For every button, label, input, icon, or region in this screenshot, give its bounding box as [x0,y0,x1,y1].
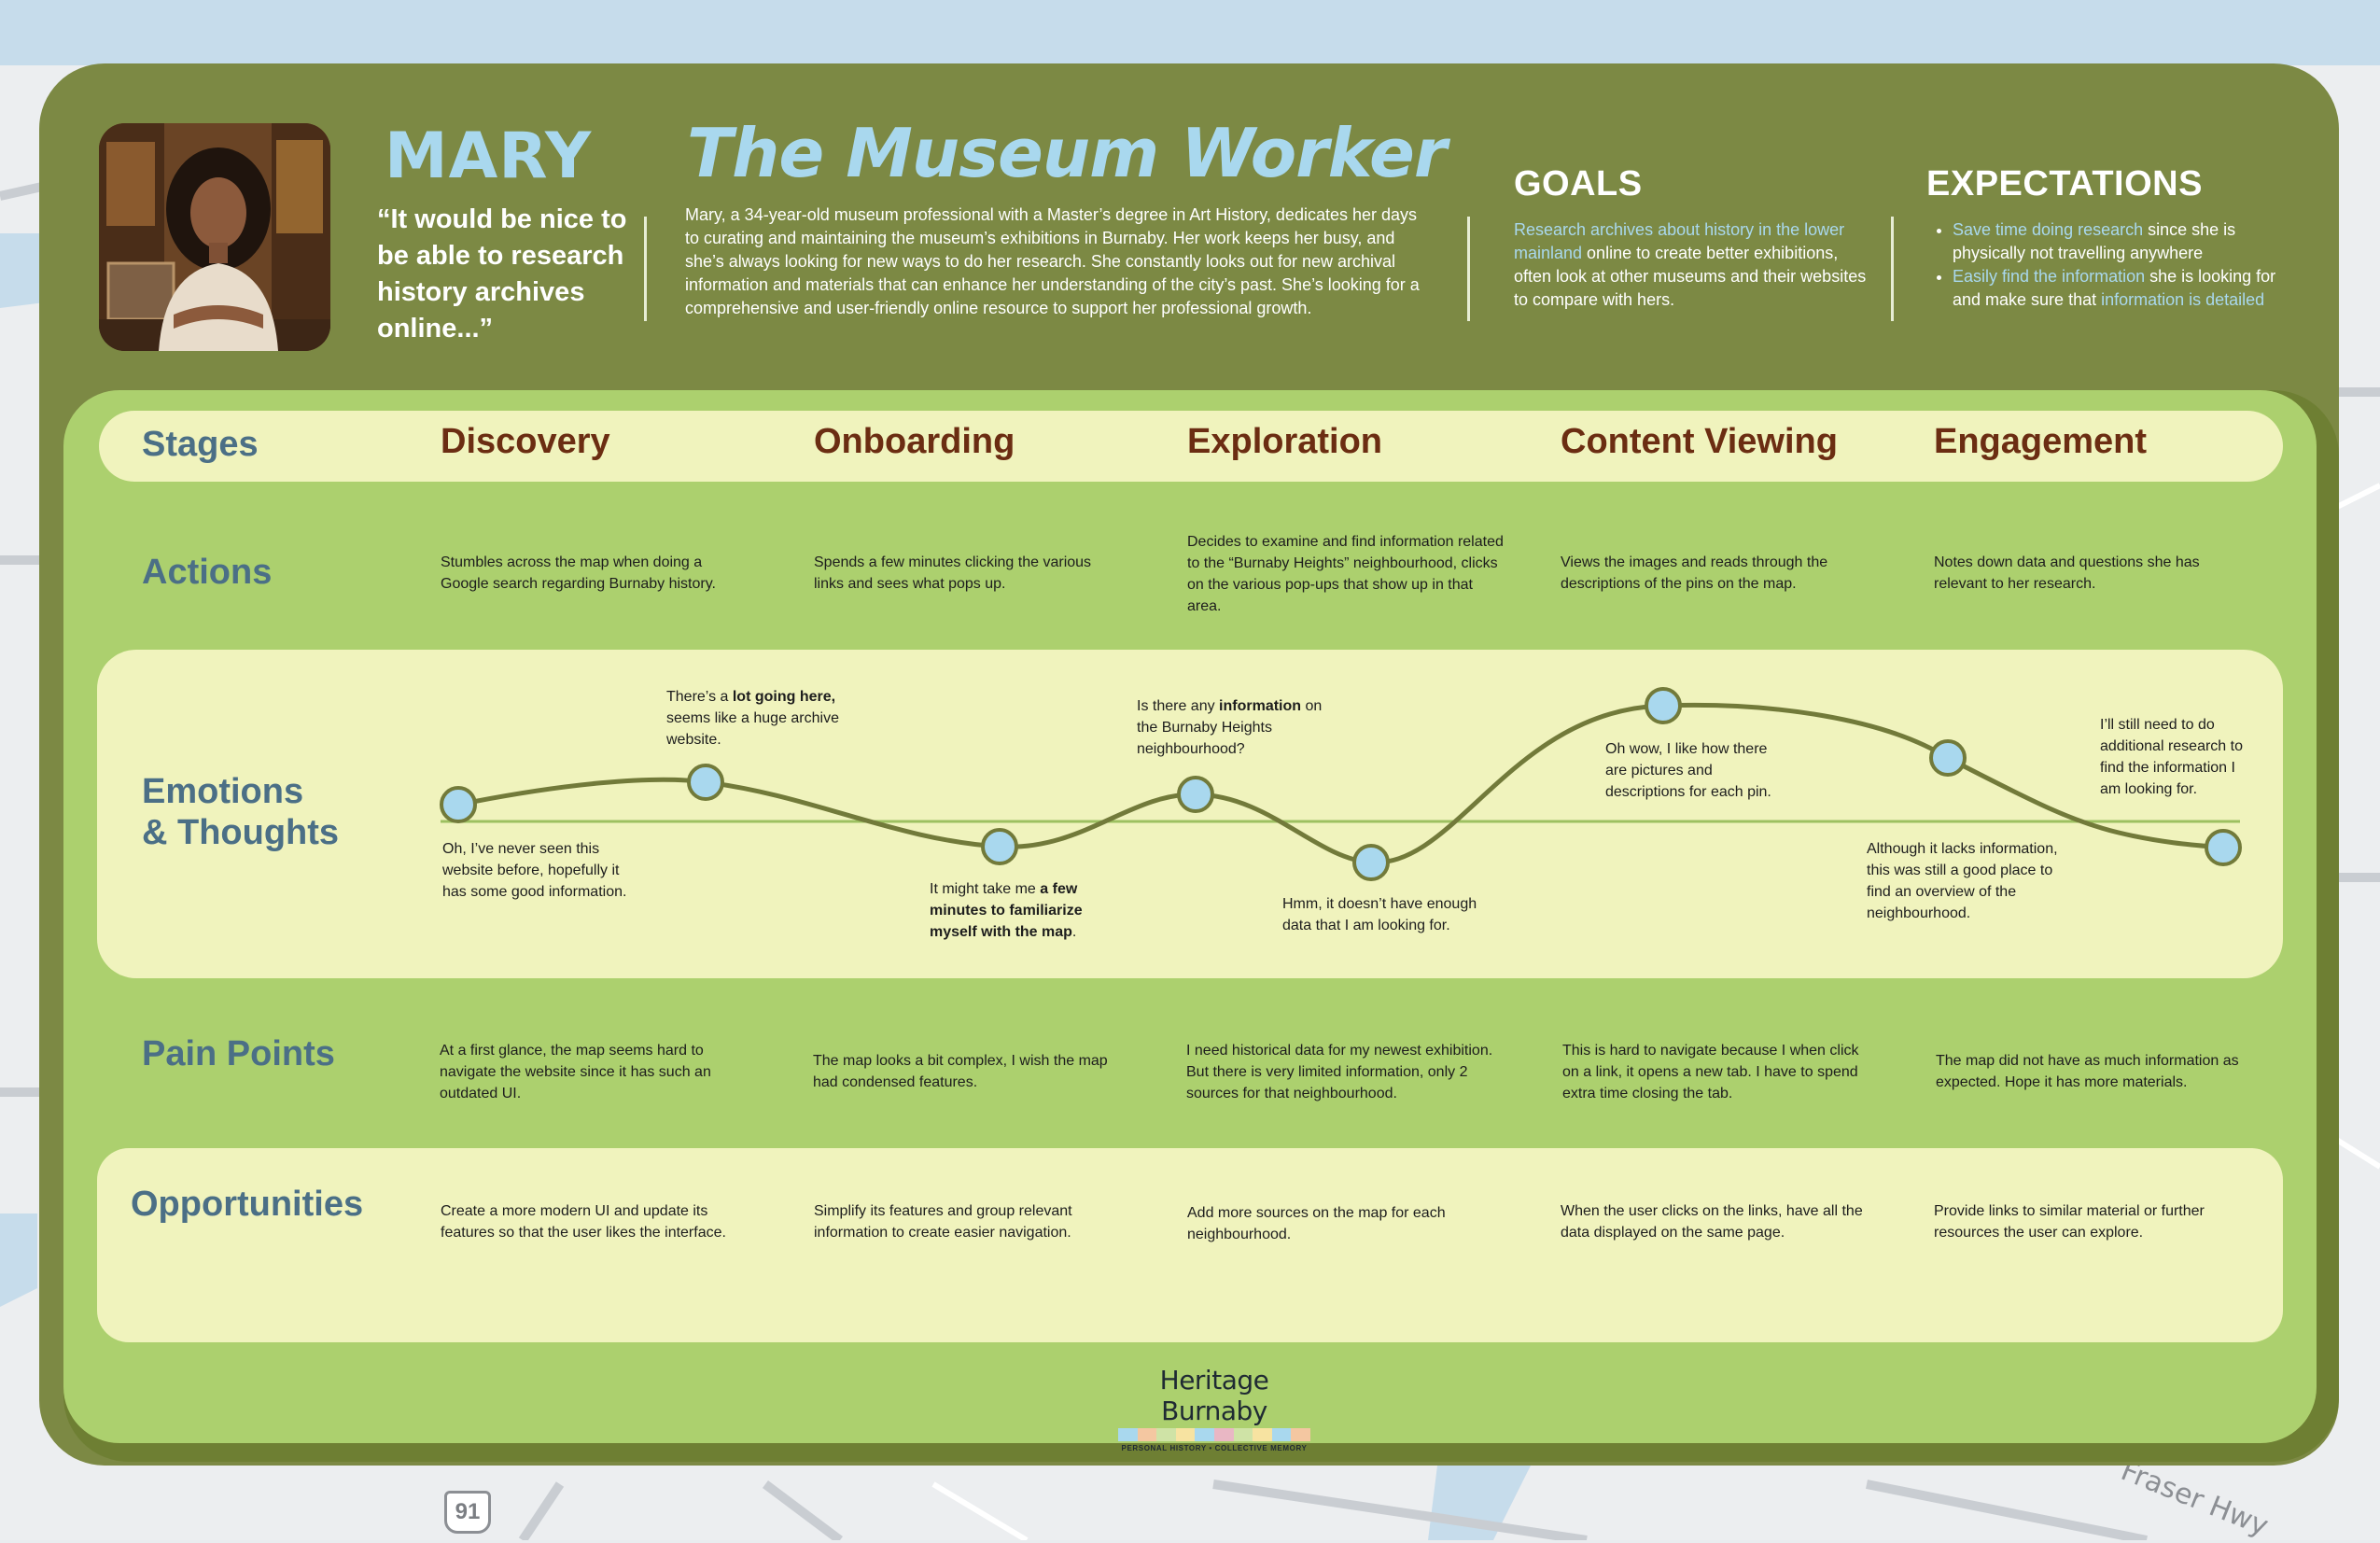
action-cell: Views the images and reads through the d… [1561,554,1828,592]
opportunity-cell: Provide links to similar material or fur… [1934,1203,2205,1241]
stages-band [99,411,2283,482]
persona-photo [99,123,330,351]
stage-discovery: Discovery [441,422,610,461]
stage-onboarding: Onboarding [814,422,1015,461]
pain-point-cell: The map did not have as much information… [1936,1053,2239,1090]
stage-engagement: Engagement [1934,422,2148,461]
expectation-highlight: Save time doing research [1953,220,2144,239]
expectation-highlight: information is detailed [2101,290,2265,309]
emotion-text: It might take me a few minutes to famili… [930,881,1083,940]
goals-text: Research archives about history in the l… [1514,218,1869,312]
action-cell: Spends a few minutes clicking the variou… [814,554,1092,592]
goals-highlight: Research archives about history in the l… [1514,220,1845,262]
emotion-point [440,786,477,823]
emotion-point [687,764,724,801]
emotion-text: There’s a lot going here, seems like a h… [666,689,839,748]
emotion-text: Although it lacks information, this was … [1867,841,2058,921]
divider [1467,217,1470,321]
stage-content-viewing: Content Viewing [1561,422,1838,461]
goals-body: online to create better exhibitions, oft… [1514,244,1867,309]
row-label-opportunities: Opportunities [131,1185,364,1224]
action-cell: Stumbles across the map when doing a Goo… [441,554,716,592]
logo-color-bars [1118,1428,1310,1441]
divider [1891,217,1894,321]
pain-point-cell: At a first glance, the map seems hard to… [440,1043,711,1101]
persona-quote: “It would be nice to be able to research… [377,204,627,344]
opportunities-band [97,1148,2283,1342]
emotion-point [1177,776,1214,813]
expectation-item: Save time doing research since she is ph… [1953,218,2289,265]
expectation-highlight: Easily find the information [1953,267,2146,286]
logo-tagline: PERSONAL HISTORY • COLLECTIVE MEMORY [1121,1444,1308,1452]
opportunity-cell: Create a more modern UI and update its f… [441,1203,726,1241]
row-label-actions: Actions [142,553,273,592]
row-label-emotions: Emotions & Thoughts [142,772,340,852]
emotion-text: I’ll still need to do additional researc… [2100,717,2243,797]
emotion-point [2205,829,2242,866]
emotion-point [981,828,1018,865]
emotion-text: Oh wow, I like how there are pictures an… [1605,741,1771,800]
highway-shield: 91 [444,1491,491,1534]
row-label-pain-points: Pain Points [142,1034,335,1073]
emotion-text: Hmm, it doesn’t have enough data that I … [1282,896,1477,933]
expectations-list: Save time doing research since she is ph… [1938,218,2289,312]
opportunity-cell: Add more sources on the map for each nei… [1187,1205,1446,1242]
opportunity-cell: Simplify its features and group relevant… [814,1203,1072,1241]
action-cell: Decides to examine and find information … [1187,534,1504,614]
pain-point-cell: This is hard to navigate because I when … [1562,1043,1859,1101]
heritage-burnaby-logo: Heritage Burnaby PERSONAL HISTORY • COLL… [1116,1365,1312,1452]
opportunity-cell: When the user clicks on the links, have … [1561,1203,1863,1241]
emotion-point [1352,844,1390,881]
expectations-heading: EXPECTATIONS [1926,164,2203,203]
row-label-stages: Stages [142,425,259,464]
goals-heading: GOALS [1514,164,1643,203]
pain-point-cell: I need historical data for my newest exh… [1186,1043,1493,1101]
persona-title: The Museum Worker [687,114,1447,192]
expectation-text: she is looking for and make sure that [1953,267,2276,309]
stage-exploration: Exploration [1187,422,1383,461]
divider [644,217,647,321]
emotion-point [1645,687,1682,724]
persona-name: MARY [385,119,593,193]
emotion-text: Is there any information on the Burnaby … [1137,698,1323,757]
expectation-item: Easily find the information she is looki… [1953,265,2289,312]
emotion-point [1929,739,1967,777]
action-cell: Notes down data and questions she has re… [1934,554,2200,592]
pain-point-cell: The map looks a bit complex, I wish the … [813,1053,1108,1090]
persona-bio: Mary, a 34-year-old museum professional … [685,205,1420,317]
logo-wordmark: Heritage Burnaby [1159,1365,1269,1426]
emotion-text: Oh, I’ve never seen this website before,… [442,841,627,900]
expectation-text: since she is physically not travelling a… [1953,220,2236,262]
